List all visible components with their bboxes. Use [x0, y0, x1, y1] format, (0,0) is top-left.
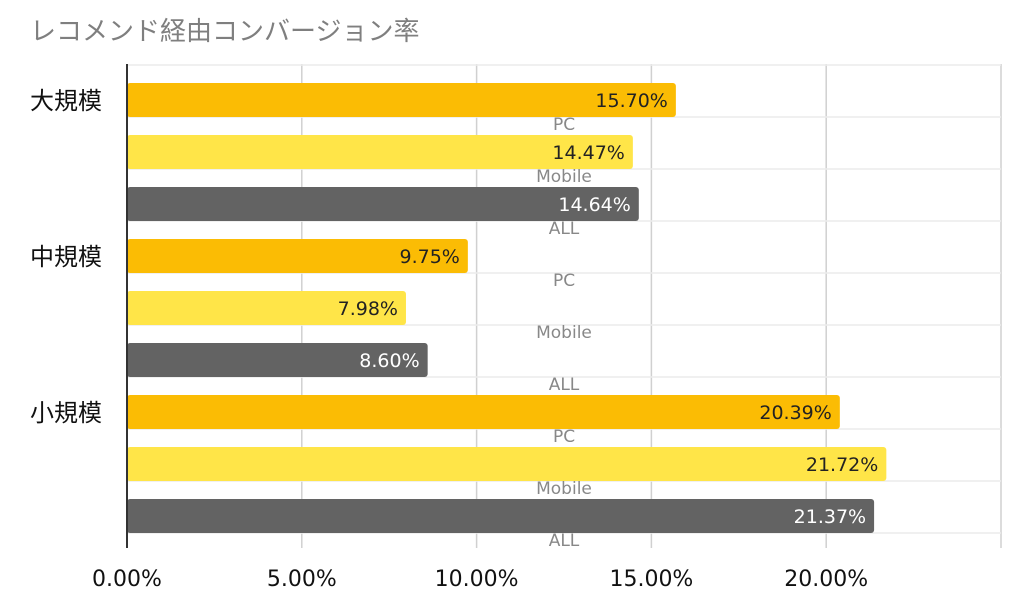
bar [127, 499, 875, 533]
data-label: 20.39% [759, 402, 831, 424]
data-label: 14.64% [558, 194, 630, 216]
bar [127, 291, 406, 325]
chart-title: レコメンド経由コンバージョン率 [30, 17, 419, 47]
data-label: 21.72% [806, 454, 878, 476]
series-tags: PC Mobile ALL PC Mobile ALL PC Mobile ALL [536, 115, 592, 551]
bar [127, 447, 887, 481]
category-label: 小規模 [30, 399, 102, 427]
series-tag: ALL [549, 531, 580, 551]
series-tag: PC [553, 271, 575, 291]
bar [127, 343, 428, 377]
x-tick-label: 15.00% [609, 567, 693, 592]
x-tick-label: 20.00% [784, 567, 868, 592]
data-label: 7.98% [338, 298, 398, 320]
series-tag: Mobile [536, 479, 592, 499]
series-tag: Mobile [536, 167, 592, 187]
bars [127, 83, 887, 533]
data-label: 9.75% [400, 246, 460, 268]
data-label: 14.47% [552, 142, 624, 164]
x-tick-label: 10.00% [435, 567, 519, 592]
category-label: 中規模 [30, 243, 102, 271]
bar [127, 239, 468, 273]
x-tick-label: 0.00% [92, 567, 162, 592]
data-label: 21.37% [794, 506, 866, 528]
series-tag: PC [553, 427, 575, 447]
series-tag: ALL [549, 219, 580, 239]
x-tick-label: 5.00% [267, 567, 337, 592]
bar [127, 187, 639, 221]
series-tag: ALL [549, 375, 580, 395]
data-label: 15.70% [595, 90, 667, 112]
bar [127, 395, 840, 429]
category-label: 大規模 [30, 87, 102, 115]
bar [127, 83, 676, 117]
series-tag: PC [553, 115, 575, 135]
data-label: 8.60% [359, 350, 419, 372]
data-labels: 15.70% 14.47% 14.64% 9.75% 7.98% 8.60% 20.39% 2… [338, 90, 879, 528]
bar [127, 135, 633, 169]
series-tag: Mobile [536, 323, 592, 343]
